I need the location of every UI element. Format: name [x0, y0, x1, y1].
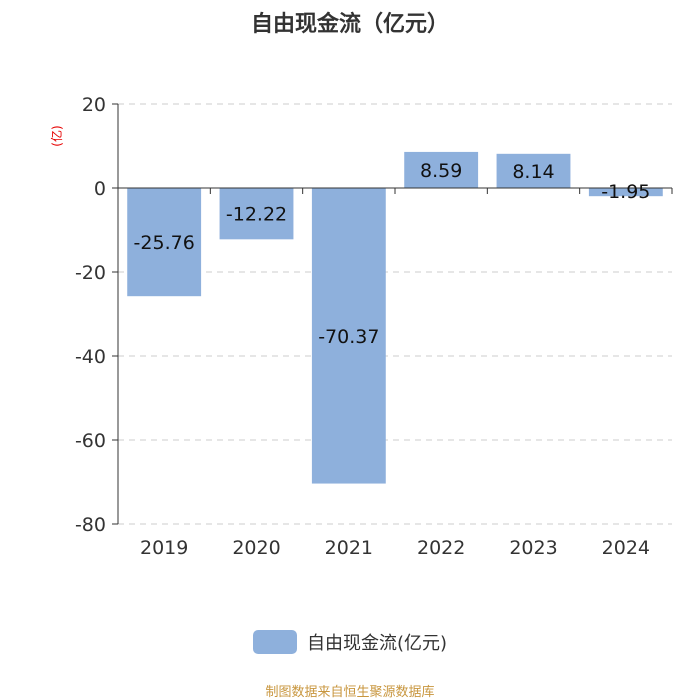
bar-2022[interactable]	[404, 151, 479, 188]
legend-label[interactable]: 自由现金流(亿元)	[306, 633, 448, 654]
y-axis-unit-label: (亿)	[49, 125, 64, 146]
bar-2020[interactable]	[219, 188, 294, 240]
data-label-2021: -70.37	[318, 326, 379, 348]
x-tick-label: 2020	[232, 537, 280, 559]
x-tick-label: 2024	[602, 537, 650, 559]
source-note: 制图数据来自恒生聚源数据库	[265, 685, 435, 700]
legend[interactable]: 自由现金流(亿元)	[0, 629, 700, 655]
y-tick-label: 0	[94, 178, 106, 200]
data-label-2024: -1.95	[601, 181, 650, 203]
x-tick-label: 2021	[325, 537, 373, 559]
y-tick-label: -80	[75, 514, 106, 536]
bars	[127, 151, 663, 484]
bar-2019[interactable]	[127, 188, 202, 297]
x-tick-label: 2023	[509, 537, 557, 559]
data-label-2020: -12.22	[226, 204, 287, 226]
bar-2021[interactable]	[311, 188, 386, 484]
grid-lines	[118, 103, 672, 525]
bar-2023[interactable]	[496, 153, 571, 188]
x-tick-label: 2022	[417, 537, 465, 559]
y-tick-label: -60	[75, 430, 106, 452]
data-label-2019: -25.76	[134, 232, 195, 254]
chart-title: 自由现金流（亿元）	[250, 12, 449, 37]
x-tick-label: 2019	[140, 537, 188, 559]
data-labels: -25.76 -12.22 -70.37 8.59 8.14 -1.95	[134, 160, 651, 348]
y-tick-label: 20	[82, 94, 106, 116]
y-tick-label: -40	[75, 346, 106, 368]
axes: 20 0 -20 -40 -60 -80 2019 2020 2021 2022 2023 2024	[75, 94, 673, 559]
bar-2024[interactable]	[588, 188, 663, 197]
y-tick-label: -20	[75, 262, 106, 284]
legend-swatch[interactable]	[252, 630, 297, 654]
data-label-2023: 8.14	[512, 161, 554, 183]
data-label-2022: 8.59	[420, 160, 462, 182]
